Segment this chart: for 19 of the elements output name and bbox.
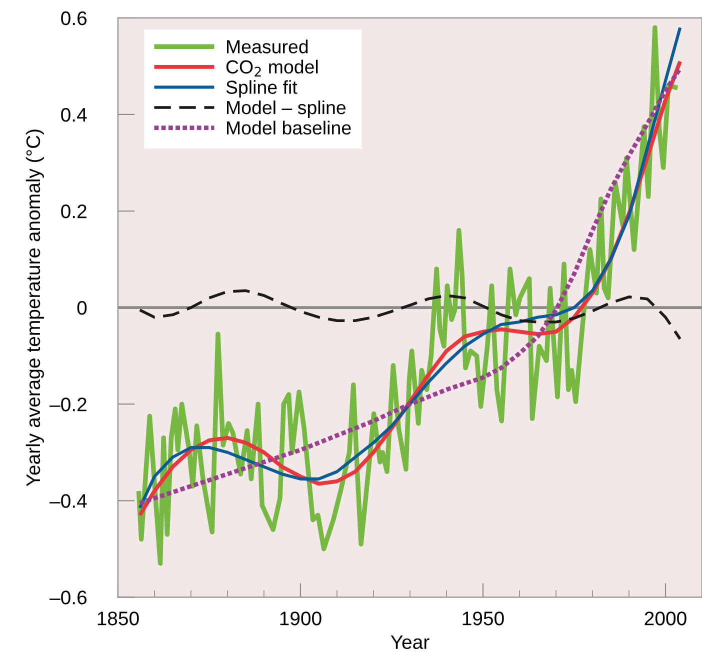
y-tick-label: –0.6 [50, 590, 87, 604]
y-tick-label: 0 [77, 301, 87, 315]
legend-label: Spline fit [226, 80, 298, 98]
line-series [138, 289, 682, 340]
y-tick-label: –0.2 [50, 398, 86, 412]
x-tick-label: 2000 [644, 612, 686, 626]
legend-label: Model – spline [226, 100, 346, 118]
x-tick-label: 1900 [280, 612, 322, 626]
y-tick-label: 0.2 [61, 204, 86, 218]
legend-label: Model baseline [226, 120, 351, 135]
x-tick-label: 1950 [462, 612, 504, 626]
y-axis-title: Yearly average temperature anomaly (°C) [26, 130, 44, 486]
x-tick-label: 1850 [98, 612, 139, 626]
y-tick-label: 0.4 [61, 108, 87, 122]
y-tick-label: 0.6 [61, 11, 87, 26]
legend-label: Measured [226, 40, 308, 54]
x-axis-title: Year [390, 635, 430, 650]
y-tick-label: –0.4 [50, 494, 87, 508]
legend-label: CO$_{2}$ model [226, 60, 318, 76]
